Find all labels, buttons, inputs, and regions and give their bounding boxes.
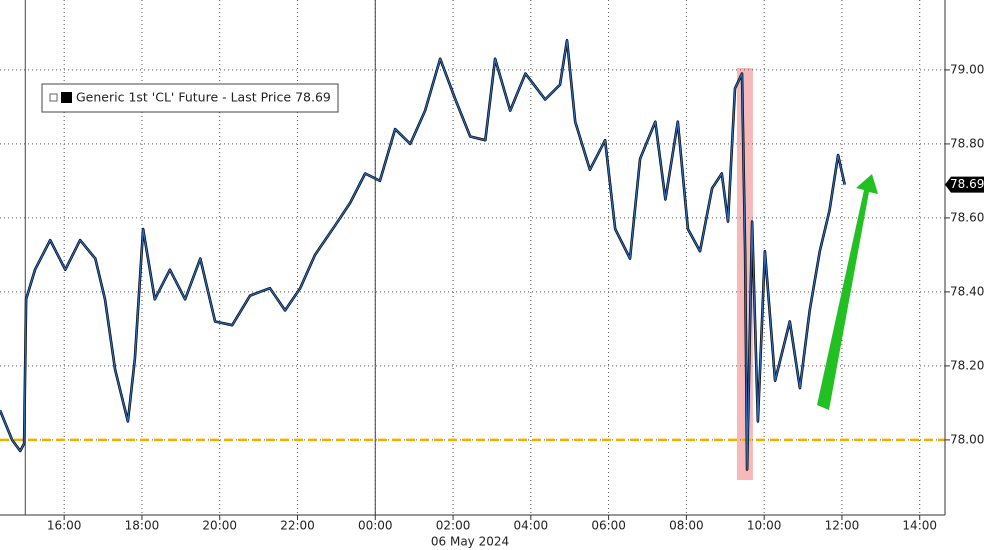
x-tick-label: 04:00 bbox=[514, 519, 549, 533]
x-tick-label: 12:00 bbox=[825, 519, 860, 533]
x-tick-label: 22:00 bbox=[280, 519, 315, 533]
legend-box bbox=[41, 83, 339, 113]
price-line bbox=[0, 39, 846, 471]
x-tick-label: 08:00 bbox=[669, 519, 704, 533]
legend-label: Generic 1st 'CL' Future - Last Price 78.… bbox=[76, 90, 331, 105]
legend-toggle bbox=[49, 93, 58, 102]
last-price-tag bbox=[945, 176, 984, 193]
y-tick-label: 78.80 bbox=[950, 136, 984, 150]
x-tick-label: 10:00 bbox=[747, 519, 782, 533]
x-tick-label: 16:00 bbox=[47, 519, 82, 533]
legend-swatch bbox=[61, 92, 72, 103]
x-tick-label: 06:00 bbox=[591, 519, 626, 533]
y-tick-label: 79.00 bbox=[950, 62, 984, 76]
x-tick-label: 02:00 bbox=[436, 519, 471, 533]
trend-arrow bbox=[817, 174, 878, 410]
y-tick-label: 78.20 bbox=[950, 358, 984, 372]
y-tick-label: 78.40 bbox=[950, 284, 984, 298]
y-tick-label: 78.00 bbox=[950, 432, 984, 446]
x-tick-label: 18:00 bbox=[125, 519, 160, 533]
date-label: 06 May 2024 bbox=[431, 535, 509, 549]
x-tick-label: 00:00 bbox=[358, 519, 393, 533]
x-tick-label: 20:00 bbox=[202, 519, 237, 533]
x-tick-label: 14:00 bbox=[902, 519, 937, 533]
last-price-label: 78.69 bbox=[950, 177, 984, 191]
y-tick-label: 78.60 bbox=[950, 210, 984, 224]
